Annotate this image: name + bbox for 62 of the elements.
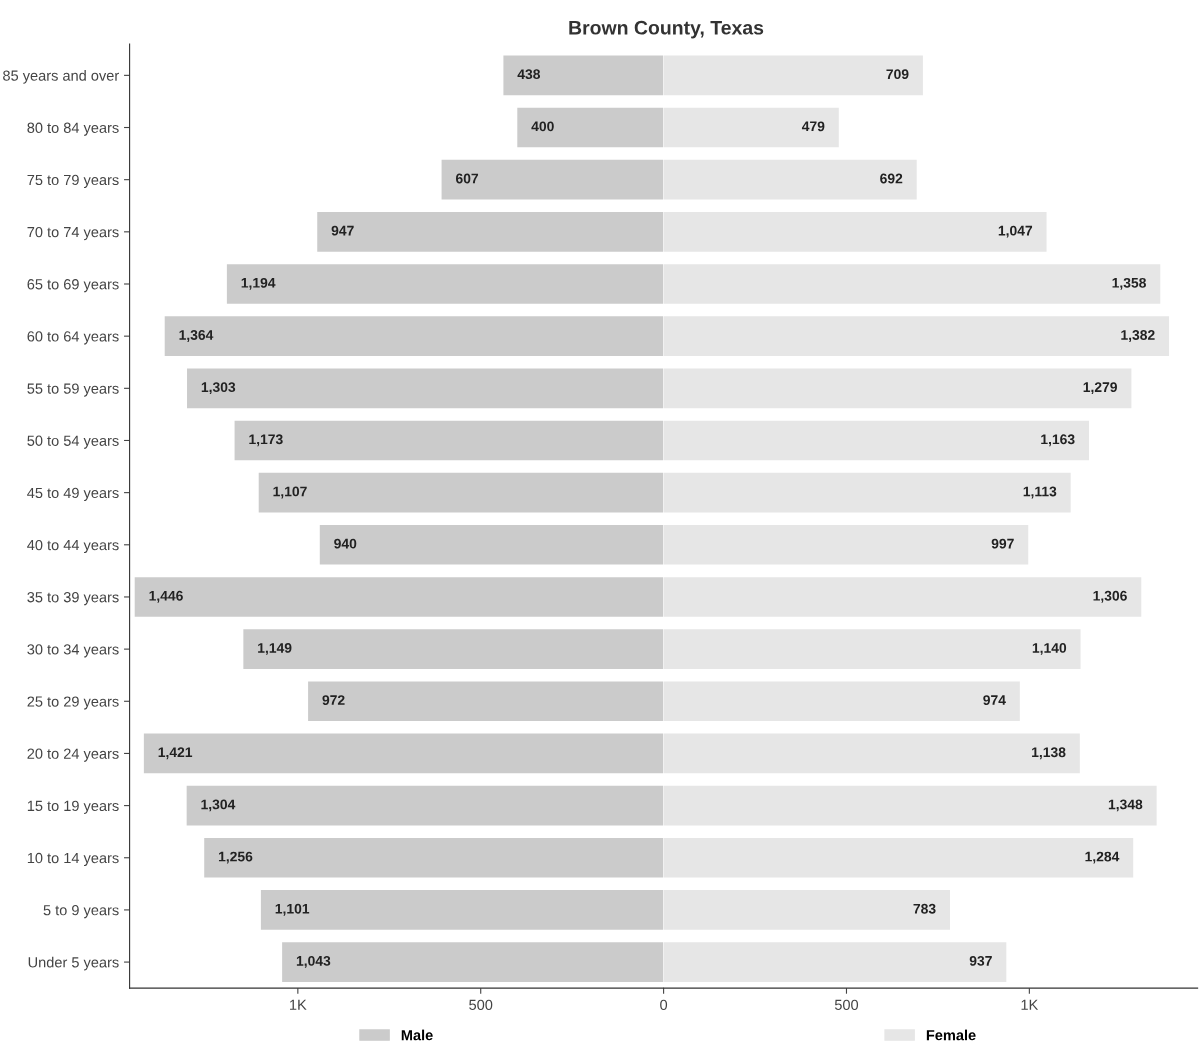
data-label: 1,284 [1085, 851, 1120, 864]
data-label: 947 [331, 225, 354, 236]
data-label: 937 [969, 955, 992, 966]
legend-label: Male [401, 1029, 433, 1041]
data-label: 607 [455, 173, 479, 184]
data-label: 1,149 [258, 643, 292, 655]
data-label: 972 [322, 695, 345, 706]
data-label: 1,173 [249, 434, 283, 447]
data-label: 997 [991, 538, 1014, 549]
y-tick-label: 10 to 14 years [27, 852, 119, 867]
y-tick-label: 25 to 29 years [27, 696, 119, 710]
data-label: 1,107 [273, 486, 307, 499]
data-label: 1,303 [201, 382, 236, 395]
data-label: 709 [886, 69, 909, 80]
data-label: 940 [334, 538, 357, 549]
x-tick-label: 1K [290, 999, 307, 1010]
data-label: 1,194 [241, 277, 276, 290]
data-label: 1,113 [1023, 486, 1057, 499]
y-tick-label: 85 years and over [3, 70, 119, 84]
legend-label: Female [926, 1029, 976, 1041]
y-tick-label: 30 to 34 years [27, 644, 119, 658]
data-label: 1,304 [201, 799, 236, 812]
data-label: 1,421 [158, 747, 193, 760]
y-tick-label: 50 to 54 years [27, 435, 119, 449]
data-label: 1,382 [1121, 330, 1155, 342]
y-tick-label: 35 to 39 years [27, 592, 119, 606]
data-label: 1,348 [1108, 799, 1143, 812]
chart-title: Brown County, Texas [569, 20, 764, 39]
data-label: 479 [801, 121, 825, 132]
data-label: 692 [880, 173, 903, 184]
y-tick-label: 65 to 69 years [27, 279, 119, 293]
data-label: 400 [531, 121, 554, 132]
data-label: 1,279 [1083, 382, 1117, 395]
y-tick-label: 70 to 74 years [27, 226, 119, 241]
data-label: 1,306 [1093, 590, 1127, 603]
data-label: 1,101 [275, 903, 310, 916]
y-tick-label: 20 to 24 years [27, 748, 119, 762]
data-label: 974 [983, 695, 1006, 706]
y-tick-label: 15 to 19 years [27, 800, 119, 814]
y-tick-label: 75 to 79 years [27, 174, 119, 188]
y-tick-label: 80 to 84 years [27, 122, 119, 136]
data-label: 1,140 [1032, 643, 1067, 655]
x-tick-label: 1K [1021, 999, 1039, 1010]
x-tick-label: 0 [660, 999, 668, 1010]
data-label: 1,364 [179, 330, 214, 342]
data-label: 1,138 [1032, 747, 1066, 760]
x-tick-label: 500 [469, 999, 493, 1010]
y-tick-label: 40 to 44 years [27, 539, 119, 554]
data-label: 1,047 [998, 225, 1033, 238]
data-label: 438 [517, 69, 541, 80]
x-tick-label: 500 [834, 999, 859, 1010]
y-tick-label: 60 to 64 years [27, 331, 119, 345]
data-label: 1,163 [1041, 434, 1075, 447]
data-label: 1,358 [1112, 277, 1146, 290]
y-tick-label: 45 to 49 years [27, 487, 119, 501]
data-label: 1,256 [218, 851, 253, 864]
y-tick-label: Under 5 years [28, 956, 119, 971]
y-tick-label: 5 to 9 years [43, 905, 119, 919]
y-tick-label: 55 to 59 years [27, 383, 119, 397]
data-label: 1,446 [149, 590, 183, 603]
data-label: 1,043 [296, 955, 331, 968]
data-label: 783 [913, 903, 936, 914]
